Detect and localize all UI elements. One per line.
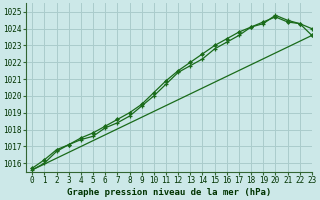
X-axis label: Graphe pression niveau de la mer (hPa): Graphe pression niveau de la mer (hPa) [67,188,271,197]
